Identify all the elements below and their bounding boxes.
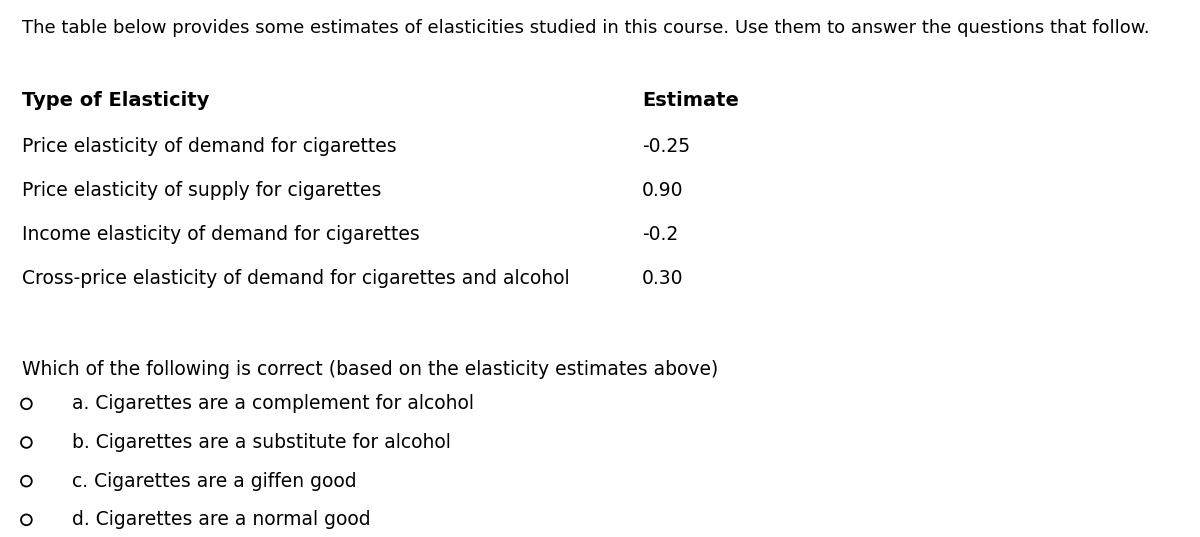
Text: Cross-price elasticity of demand for cigarettes and alcohol: Cross-price elasticity of demand for cig…: [22, 269, 569, 288]
Text: c. Cigarettes are a giffen good: c. Cigarettes are a giffen good: [72, 471, 356, 491]
Text: -0.2: -0.2: [642, 225, 678, 244]
Text: Type of Elasticity: Type of Elasticity: [22, 91, 209, 110]
Text: The table below provides some estimates of elasticities studied in this course. : The table below provides some estimates …: [22, 19, 1150, 37]
Text: Price elasticity of supply for cigarettes: Price elasticity of supply for cigarette…: [22, 181, 380, 200]
Text: b. Cigarettes are a substitute for alcohol: b. Cigarettes are a substitute for alcoh…: [72, 433, 451, 452]
Text: Estimate: Estimate: [642, 91, 739, 110]
Text: -0.25: -0.25: [642, 137, 690, 156]
Text: 0.90: 0.90: [642, 181, 684, 200]
Text: Which of the following is correct (based on the elasticity estimates above): Which of the following is correct (based…: [22, 360, 718, 379]
Text: 0.30: 0.30: [642, 269, 684, 288]
Text: Income elasticity of demand for cigarettes: Income elasticity of demand for cigarett…: [22, 225, 419, 244]
Text: Price elasticity of demand for cigarettes: Price elasticity of demand for cigarette…: [22, 137, 396, 156]
Text: a. Cigarettes are a complement for alcohol: a. Cigarettes are a complement for alcoh…: [72, 394, 474, 413]
Text: d. Cigarettes are a normal good: d. Cigarettes are a normal good: [72, 510, 371, 529]
